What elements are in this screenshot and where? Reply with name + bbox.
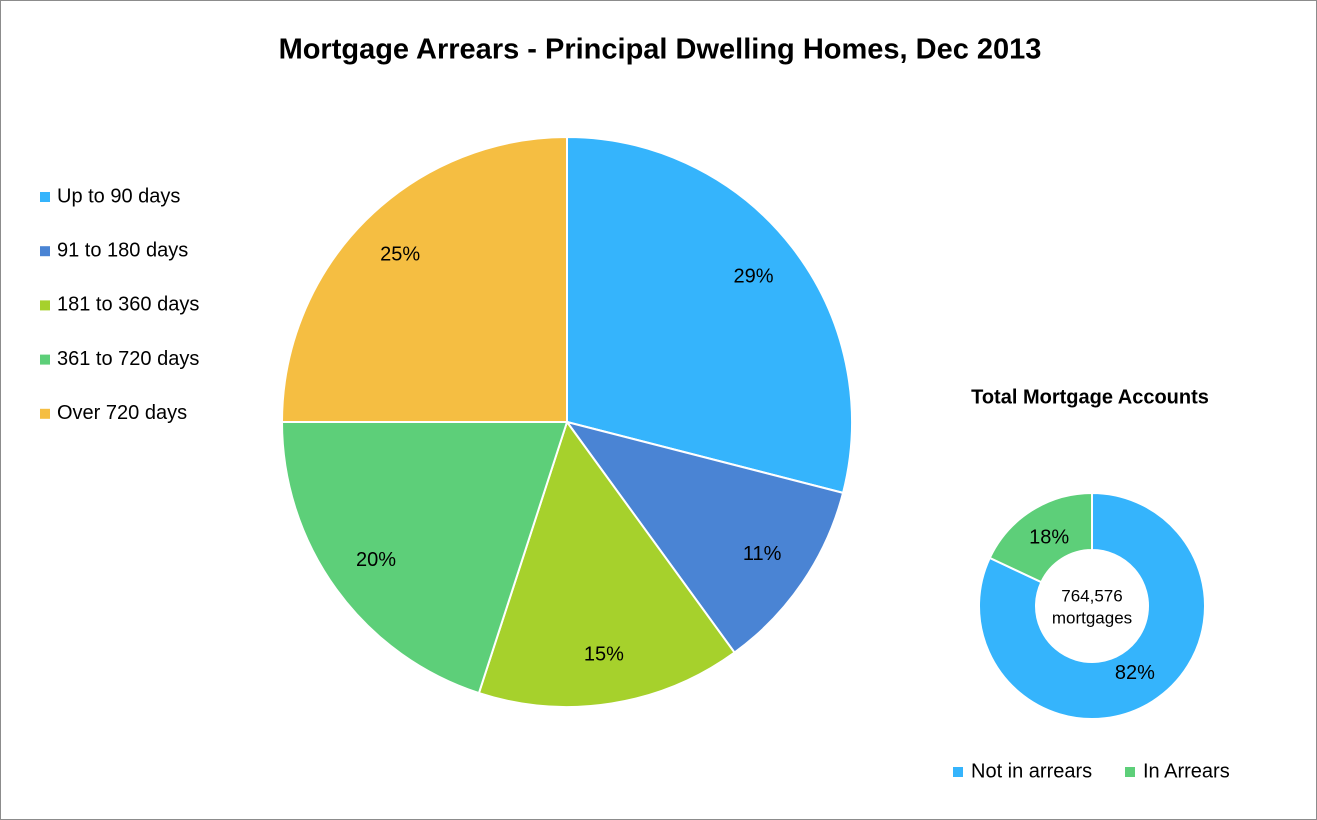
legend-swatch: [40, 300, 50, 311]
legend-label: Up to 90 days: [57, 185, 180, 207]
slice: [988, 491, 1093, 584]
slice: [280, 421, 569, 695]
data-label: 25%: [380, 243, 420, 265]
legend-label: 361 to 720 days: [57, 348, 199, 370]
legend-label: 91 to 180 days: [57, 239, 188, 261]
slice: [477, 419, 736, 708]
data-label: 82%: [1115, 662, 1155, 684]
legend-label: Over 720 days: [57, 402, 187, 424]
donut-title: Total Mortgage Accounts: [971, 386, 1209, 408]
legend-swatch: [953, 767, 963, 777]
data-label: 18%: [1029, 527, 1069, 549]
data-label: 11%: [743, 543, 782, 565]
data-label: 15%: [584, 643, 624, 665]
legend-swatch: [40, 408, 50, 419]
legend-swatch: [40, 246, 50, 257]
legend-swatch: [1125, 767, 1135, 777]
data-label: 29%: [733, 266, 773, 288]
center-label: mortgages: [1052, 608, 1132, 627]
legend-label: In Arrears: [1143, 760, 1230, 782]
legend-swatch: [40, 192, 50, 202]
data-label: 20%: [356, 549, 396, 571]
chart-title: Mortgage Arrears - Principal Dwelling Ho…: [279, 34, 1042, 66]
slice: [564, 420, 845, 654]
slice: [280, 135, 568, 423]
legend-label: 181 to 360 days: [57, 294, 199, 316]
slice: [566, 135, 853, 495]
legend-label: Not in arrears: [971, 760, 1092, 782]
slice: [978, 491, 1206, 720]
center-label: 764,576: [1061, 586, 1122, 605]
legend-swatch: [40, 354, 50, 365]
